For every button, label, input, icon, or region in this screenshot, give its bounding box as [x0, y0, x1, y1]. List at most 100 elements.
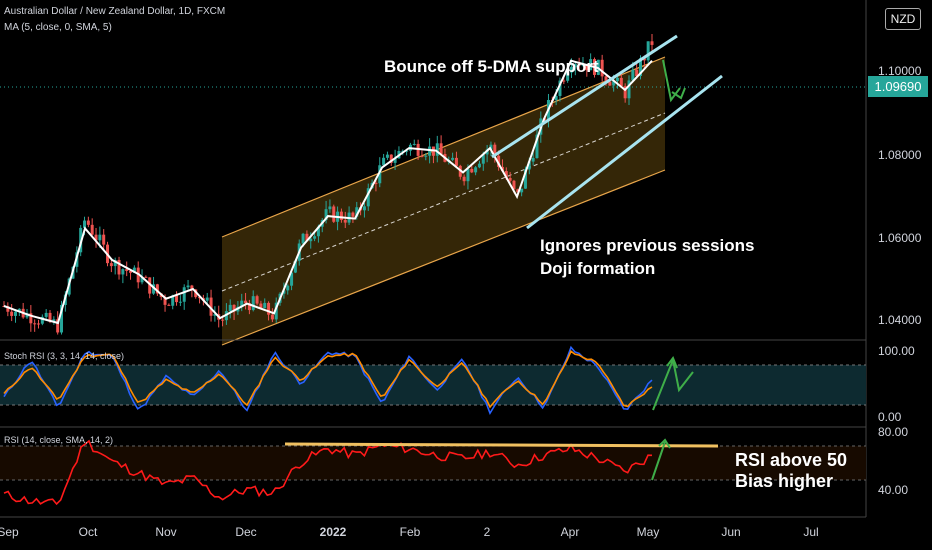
- candle-body: [604, 76, 608, 82]
- candle-body: [232, 304, 236, 312]
- candle-body: [642, 58, 646, 61]
- candle-body: [512, 180, 516, 190]
- candle-body: [619, 77, 623, 87]
- lower-trendline: [526, 74, 723, 230]
- candle-body: [635, 69, 639, 76]
- candle-body: [412, 143, 416, 145]
- rsi-tick: 40.00: [878, 483, 908, 497]
- candle-body: [113, 259, 117, 267]
- candle-body: [209, 297, 213, 316]
- candle-body: [251, 296, 255, 311]
- candle-body: [244, 300, 248, 304]
- candle-body: [282, 290, 286, 294]
- candle-body: [274, 302, 278, 320]
- candle-body: [385, 154, 389, 158]
- candle-body: [355, 207, 359, 217]
- currency-badge[interactable]: NZD: [885, 8, 921, 30]
- candle-body: [558, 80, 562, 96]
- candle-body: [439, 143, 443, 154]
- candle-body: [638, 58, 642, 76]
- candle-body: [481, 154, 485, 164]
- candle-body: [493, 144, 497, 156]
- candle-body: [566, 72, 570, 81]
- candle-body: [569, 66, 573, 73]
- candle-body: [316, 226, 320, 237]
- candle-body: [650, 41, 654, 45]
- candle-body: [362, 206, 366, 211]
- candle-body: [451, 157, 455, 160]
- candle-body: [270, 314, 274, 320]
- candle-body: [52, 319, 56, 322]
- candle-body: [132, 267, 136, 273]
- candle-body: [94, 234, 98, 241]
- x-tick: Dec: [235, 525, 256, 539]
- candle-body: [290, 272, 294, 286]
- candle-body: [56, 319, 60, 333]
- candle-body: [474, 167, 478, 173]
- candle-body: [86, 220, 90, 225]
- candle-body: [585, 64, 589, 71]
- candle-body: [351, 212, 355, 217]
- x-tick: Feb: [400, 525, 421, 539]
- candle-body: [102, 234, 106, 245]
- candle-body: [466, 168, 470, 182]
- channel-lower: [221, 169, 666, 346]
- candle-body: [581, 64, 585, 66]
- ma-legend: MA (5, close, 0, SMA, 5): [4, 22, 112, 33]
- candle-body: [313, 236, 317, 239]
- candle-body: [378, 165, 382, 184]
- candle-body: [255, 296, 259, 304]
- candle-body: [213, 314, 217, 316]
- candle-body: [48, 312, 52, 322]
- candle-body: [535, 134, 539, 159]
- candle-body: [454, 157, 458, 166]
- candle-body: [163, 297, 167, 305]
- stoch-d-line: [3, 350, 653, 409]
- candle-body: [420, 155, 424, 157]
- ma-line: [3, 59, 653, 325]
- rsi-legend: RSI (14, close, SMA, 14, 2): [4, 435, 114, 445]
- symbol-title: Australian Dollar / New Zealand Dollar, …: [4, 6, 226, 17]
- price-arrow-head-icon: [671, 87, 686, 100]
- stoch-arrow-icon: [652, 356, 694, 411]
- candle-body: [428, 146, 432, 156]
- price-tick: 1.06000: [878, 231, 922, 245]
- candle-body: [98, 234, 102, 241]
- rsi-arrow-icon: [651, 441, 666, 481]
- annotation-ignores-1: Ignores previous sessions: [540, 236, 755, 255]
- candle-body: [121, 269, 125, 275]
- candle-body: [389, 154, 393, 163]
- candle-body: [90, 224, 94, 235]
- stoch-arrow-head-icon: [666, 355, 678, 369]
- candle-body: [175, 295, 179, 303]
- candle-body: [29, 313, 33, 324]
- candle-body: [148, 277, 152, 294]
- candle-body: [221, 319, 225, 321]
- candle-body: [37, 323, 41, 325]
- candle-body: [14, 311, 18, 316]
- candle-body: [228, 304, 232, 312]
- candle-body: [646, 41, 650, 61]
- candle-body: [573, 64, 577, 67]
- candle-body: [589, 59, 593, 71]
- candle-body: [309, 238, 313, 242]
- candle-body: [125, 269, 129, 271]
- candle-body: [33, 323, 37, 325]
- candle-body: [286, 285, 290, 291]
- candle-body: [301, 233, 305, 244]
- upper-trendline: [491, 34, 678, 159]
- candle-body: [167, 304, 171, 306]
- stoch-legend: Stoch RSI (3, 3, 14, 14, close): [4, 351, 125, 361]
- candle-body: [198, 297, 202, 299]
- candle-body: [60, 304, 64, 333]
- candle-body: [129, 270, 133, 273]
- candle-body: [523, 169, 527, 189]
- candle-body: [44, 312, 48, 317]
- candle-body: [152, 284, 156, 294]
- candle-body: [186, 285, 190, 288]
- candle-body: [247, 303, 251, 311]
- x-tick: Apr: [561, 525, 580, 539]
- candle-body: [205, 297, 209, 301]
- price-tick: 1.08000: [878, 148, 922, 162]
- candle-body: [117, 259, 121, 275]
